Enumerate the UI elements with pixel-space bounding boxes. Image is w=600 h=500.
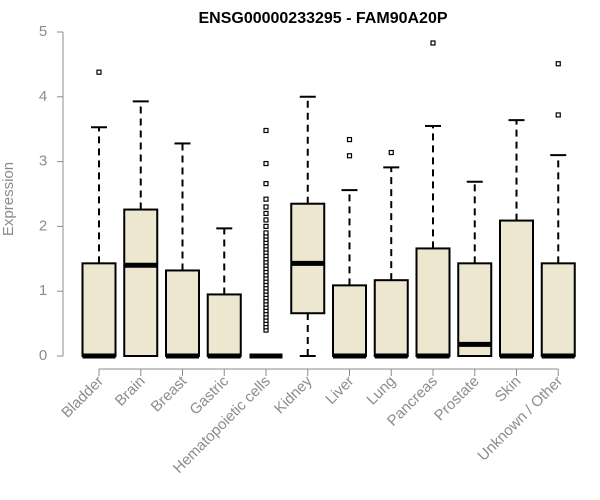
- box: [540, 262, 576, 357]
- x-tick-label: Kidney: [271, 372, 316, 417]
- box: [332, 284, 367, 358]
- outlier-point: [346, 153, 353, 159]
- box-group: [540, 61, 576, 359]
- outlier-point: [263, 230, 269, 236]
- box: [457, 262, 493, 357]
- x-tick-label: Lung: [363, 373, 399, 409]
- box: [499, 219, 534, 357]
- y-tick-label: 4: [39, 88, 47, 105]
- box-group: [290, 95, 326, 357]
- outlier-point: [263, 223, 269, 229]
- box: [290, 202, 326, 315]
- outlier-point: [96, 69, 102, 75]
- outlier-point: [263, 204, 269, 210]
- box: [81, 262, 117, 357]
- outlier-point: [388, 149, 394, 156]
- box-group: [457, 180, 493, 357]
- outlier-point: [263, 210, 269, 217]
- box-group: [123, 100, 159, 357]
- box: [123, 208, 159, 357]
- outlier-point: [346, 136, 353, 143]
- box-group: [332, 136, 367, 359]
- box-group: [415, 40, 451, 359]
- x-tick-label: Bladder: [58, 373, 107, 422]
- box-group: [206, 227, 242, 359]
- outlier-point: [555, 112, 561, 118]
- outlier-point: [555, 61, 561, 67]
- box-group: [81, 69, 117, 359]
- box: [373, 279, 409, 357]
- outlier-point: [263, 127, 269, 134]
- box-group: [165, 142, 200, 359]
- box-group: [373, 149, 409, 359]
- x-tick-label: Skin: [492, 373, 525, 406]
- x-tick-label: Prostate: [431, 373, 483, 425]
- outlier-point: [263, 196, 269, 202]
- y-tick-label: 2: [39, 217, 47, 234]
- x-tick-label: Brain: [112, 373, 149, 410]
- y-tick-label: 1: [39, 282, 47, 299]
- box-group: [249, 127, 283, 359]
- chart-title: ENSG00000233295 - FAM90A20P: [198, 10, 447, 27]
- outlier-point: [263, 160, 269, 167]
- box: [206, 293, 242, 358]
- y-tick-label: 0: [39, 347, 47, 364]
- y-tick-label: 5: [39, 23, 47, 40]
- x-tick-label: Breast: [148, 372, 191, 415]
- box: [415, 247, 451, 358]
- outlier-point: [263, 181, 269, 187]
- box: [165, 269, 200, 357]
- outlier-point: [263, 217, 269, 223]
- y-axis-label: Expression: [0, 162, 17, 236]
- y-tick-label: 3: [39, 153, 47, 170]
- y-axis: 0 1 2 3 4 5: [39, 23, 64, 364]
- x-tick-label: Liver: [322, 373, 357, 408]
- box-group: [499, 119, 534, 359]
- plot-area: [81, 40, 576, 359]
- outlier-point: [430, 40, 436, 46]
